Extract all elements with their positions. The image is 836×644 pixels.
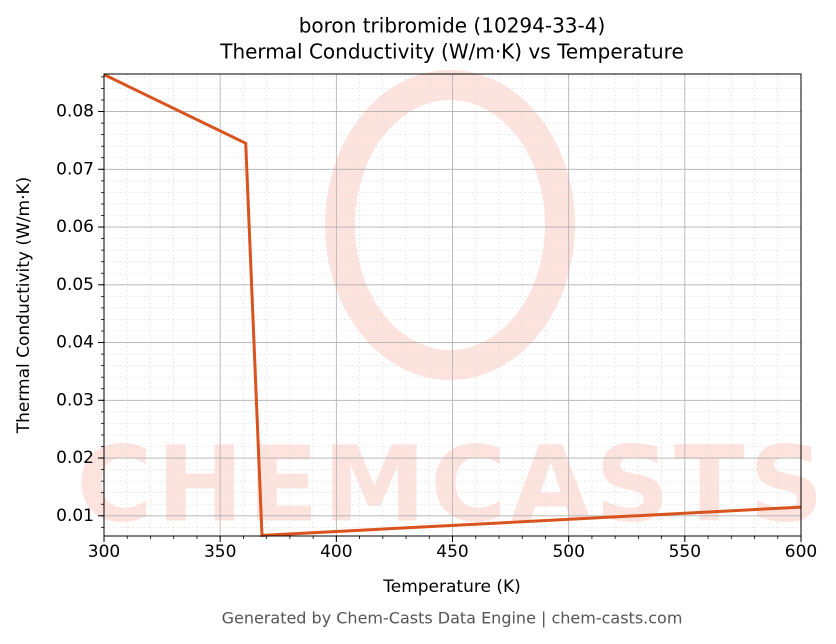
x-tick-label: 300 [88, 542, 120, 562]
y-tick-label: 0.03 [56, 390, 94, 410]
x-tick-label: 500 [552, 542, 584, 562]
x-tick-label: 400 [320, 542, 352, 562]
x-tick-label: 600 [785, 542, 817, 562]
data-line [103, 73, 802, 537]
chart-subtitle: Thermal Conductivity (W/m·K) vs Temperat… [219, 40, 684, 64]
y-tick-label: 0.06 [56, 217, 94, 237]
x-tick-label: 550 [669, 542, 701, 562]
footer: Generated by Chem-Casts Data Engine | ch… [222, 609, 683, 628]
plot-frame [103, 73, 802, 537]
y-tick-label: 0.04 [56, 333, 94, 353]
y-tick-label: 0.01 [56, 506, 94, 526]
y-tick-label: 0.02 [56, 448, 94, 468]
watermark-logo [325, 70, 575, 380]
y-axis-label: Thermal Conductivity (W/m·K) [14, 177, 34, 435]
x-tick-label: 350 [204, 542, 236, 562]
chart-title: boron tribromide (10294-33-4) [299, 14, 606, 38]
y-tick-label: 0.07 [56, 159, 94, 179]
y-tick-label: 0.08 [56, 102, 94, 122]
x-tick-label: 450 [436, 542, 468, 562]
watermark: CHEMCASTS [76, 423, 827, 545]
y-tick-label: 0.05 [56, 275, 94, 295]
x-axis-label: Temperature (K) [382, 577, 521, 597]
